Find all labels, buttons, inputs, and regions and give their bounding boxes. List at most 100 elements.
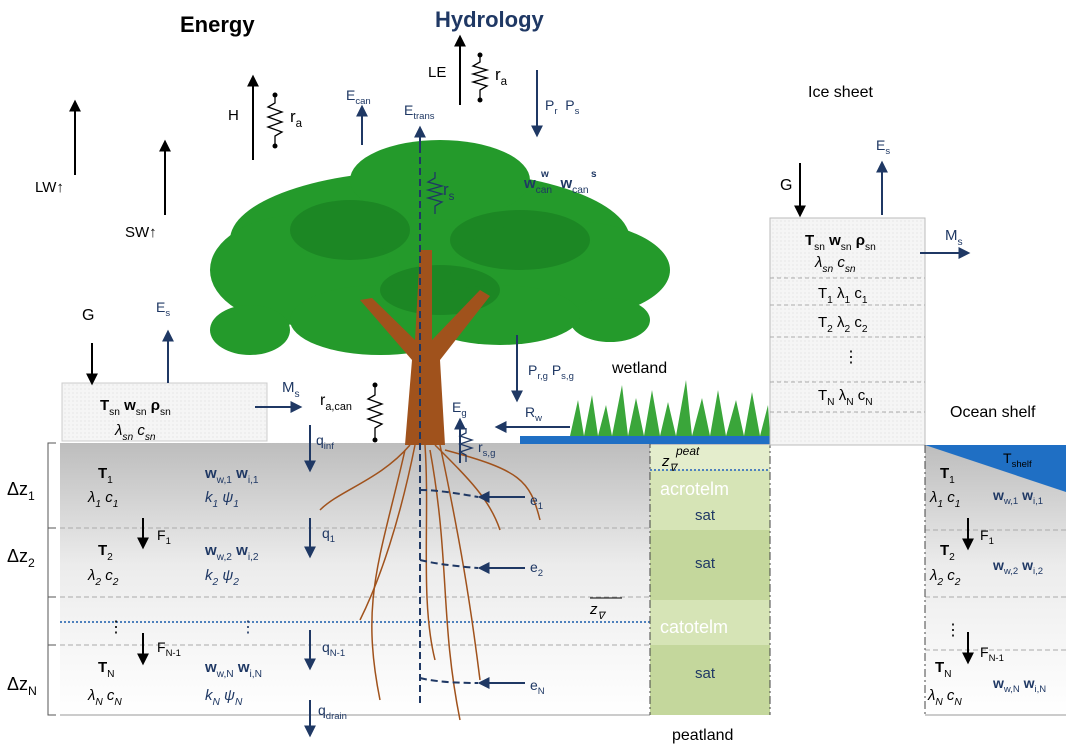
r-lc2-label: λ2 c2: [929, 567, 961, 588]
fn1-label: FN-1: [157, 639, 181, 659]
s-lc2-label: λ2 c2: [87, 567, 119, 588]
e1-label: e1: [530, 492, 543, 512]
subscript: 2: [949, 552, 955, 563]
subscript: ∇: [598, 611, 607, 622]
text-part: k: [205, 489, 214, 506]
text-part: ρ: [852, 232, 865, 249]
s-t1-label: T1: [98, 465, 113, 486]
text-part: λ: [114, 422, 122, 439]
resistor-ends: [272, 52, 483, 443]
prps-label: Pr Ps: [545, 97, 580, 117]
subscript: 1: [862, 295, 868, 306]
tshelf-label: Tshelf: [1003, 450, 1032, 470]
text-part: c: [101, 567, 113, 584]
subscript: i,1: [248, 475, 259, 486]
text-part: q: [322, 639, 330, 655]
subscript: i,1: [1033, 496, 1043, 507]
text-part: Ice sheet: [808, 84, 873, 101]
text-part: w: [232, 465, 248, 482]
sat2-label: sat: [695, 555, 716, 572]
subscript: 1: [330, 534, 335, 545]
subscript: sn: [122, 432, 133, 443]
ice-label: Ice sheet: [808, 84, 873, 101]
qdrain-label: qdrain: [318, 702, 347, 722]
text-part: E: [156, 299, 165, 315]
dots1-label: ⋮: [108, 619, 124, 636]
l-g-label: G: [82, 307, 94, 324]
text-part: r: [290, 107, 296, 126]
subscript: N: [846, 397, 853, 408]
text-part: sat: [695, 665, 716, 682]
subscript: sn: [145, 432, 156, 443]
l-ms-label: Ms: [282, 379, 300, 400]
subscript: g: [461, 408, 466, 419]
subscript: N: [28, 684, 37, 698]
q1-label: q1: [322, 525, 335, 545]
s-kn-label: kN ψN: [205, 687, 243, 708]
e2-label: e2: [530, 559, 543, 579]
peat-column: [590, 440, 771, 715]
rsg-label: rs,g: [478, 439, 495, 459]
ice-es-label: Es: [876, 137, 890, 157]
l-tsn-label: Tsn wsn ρsn: [100, 397, 171, 418]
subscript: can: [572, 185, 588, 196]
text-part: e: [530, 559, 538, 575]
subscript: can: [536, 185, 552, 196]
subscript: N-1: [989, 653, 1004, 664]
text-part: q: [322, 525, 330, 541]
ice-tsn-label: Tsn wsn ρsn: [805, 232, 876, 253]
r-lcn-label: λN cN: [927, 687, 962, 708]
text-part: F: [157, 527, 166, 543]
ice-ms-label: Ms: [945, 227, 963, 248]
subscript: 1: [166, 536, 171, 547]
subscript: 1: [95, 499, 101, 510]
subscript: 2: [827, 324, 833, 335]
text-part: λ: [929, 489, 937, 506]
subscript: N: [944, 669, 951, 680]
text-part: F: [980, 527, 989, 543]
r-t2-label: T2: [940, 542, 955, 563]
text-part: ψ: [220, 687, 235, 704]
tree: [210, 140, 670, 721]
text-part: q: [316, 432, 324, 448]
en-label: eN: [530, 677, 545, 697]
subscript: 2: [94, 577, 101, 588]
subscript: 1: [845, 295, 851, 306]
text-part: T: [940, 542, 949, 559]
subscript: 1: [28, 489, 35, 503]
text-part: Ocean shelf: [950, 404, 1036, 421]
subscript: a: [501, 76, 508, 88]
text-part: LW↑: [35, 179, 64, 196]
subscript: drain: [326, 711, 347, 722]
qinf-label: qinf: [316, 432, 334, 452]
s-lc1-label: λ1 c1: [87, 489, 118, 510]
text-part: λ: [833, 314, 845, 331]
text-part: F: [157, 639, 166, 655]
text-part: c: [850, 285, 862, 302]
subscript: s: [885, 146, 890, 157]
subscript: s: [958, 237, 963, 248]
subscript: N-1: [330, 648, 345, 659]
dzn-label: ΔzN: [7, 674, 37, 698]
subscript: sn: [841, 242, 852, 253]
text-part: λ: [814, 254, 822, 271]
text-part: λ: [835, 387, 847, 404]
subscript: inf: [324, 441, 334, 452]
text-part: z: [661, 453, 670, 470]
zpeat-label: z∇: [661, 453, 679, 474]
subscript: ∇: [670, 463, 679, 474]
depth-bracket: [47, 442, 56, 716]
r-f1-label: F1: [980, 527, 994, 547]
rs-label: rs: [443, 180, 455, 203]
text-part: w: [1020, 675, 1035, 691]
text-part: ψ: [218, 567, 233, 584]
text-part: λ: [87, 567, 95, 584]
subscript: N: [865, 397, 872, 408]
text-part: c: [833, 254, 845, 271]
dz2-label: Δz2: [7, 546, 35, 570]
text-part: w: [232, 542, 248, 559]
s-wn-label: ww,N wi,N: [204, 659, 262, 680]
wetland-water: [520, 436, 770, 444]
text-part: w: [552, 175, 572, 192]
text-part: r: [320, 392, 326, 409]
